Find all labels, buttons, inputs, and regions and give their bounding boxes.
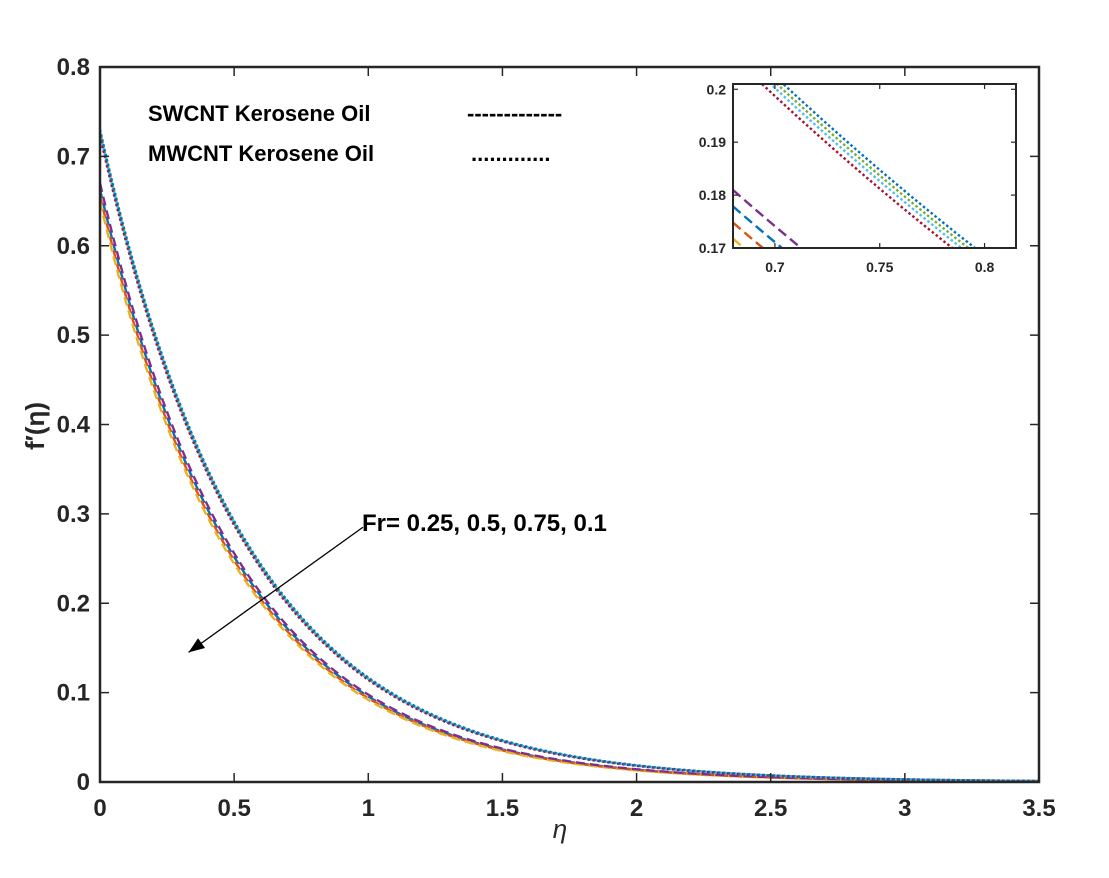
x-tick-label-6: 3 bbox=[898, 795, 911, 822]
plot-frame bbox=[98, 65, 1041, 784]
x-tick-label-7: 3.5 bbox=[1022, 795, 1055, 822]
y-tick-label-2: 0.2 bbox=[57, 590, 90, 617]
x-tick-label-0: 0 bbox=[93, 795, 106, 822]
series-line-5 bbox=[98, 132, 1040, 783]
inset-series-line-6 bbox=[760, 84, 955, 248]
inset-chart: 0.7 0.75 0.8 0.17 0.18 0.19 0.2 bbox=[699, 81, 1017, 275]
inset-x-tick-label-2: 0.8 bbox=[975, 259, 995, 275]
y-tick-label-8: 0.8 bbox=[57, 54, 90, 81]
inset-tick-labels: 0.7 0.75 0.8 0.17 0.18 0.19 0.2 bbox=[699, 81, 995, 275]
inset-frame bbox=[732, 83, 1017, 249]
y-tick-label-4: 0.4 bbox=[57, 412, 91, 439]
annotation: Fr= 0.25, 0.5, 0.75, 0.1 bbox=[188, 510, 607, 653]
y-tick-label-6: 0.6 bbox=[57, 233, 90, 260]
x-tick-label-5: 2.5 bbox=[754, 795, 787, 822]
inset-x-tick-label-1: 0.75 bbox=[866, 259, 893, 275]
inset-series-group bbox=[733, 84, 977, 248]
inset-y-tick-label-3: 0.2 bbox=[707, 81, 727, 97]
inset-series-line-7 bbox=[781, 84, 977, 248]
y-axis-label: f′(η) bbox=[20, 402, 50, 450]
legend-label-swcnt: SWCNT Kerosene Oil bbox=[148, 101, 370, 126]
inset-series-line-0 bbox=[733, 205, 784, 248]
y-tick-label-1: 0.1 bbox=[57, 680, 90, 707]
annotation-arrow-head bbox=[188, 638, 206, 653]
main-tick-labels: 0 0.5 1 1.5 2 2.5 3 3.500.10.20.30.40.50.60.70.… bbox=[57, 54, 1056, 822]
y-tick-label-7: 0.7 bbox=[57, 143, 90, 170]
y-tick-label-0: 0 bbox=[77, 769, 90, 796]
legend: SWCNT Kerosene Oil ------------- MWCNT K… bbox=[148, 101, 562, 166]
y-tick-label-5: 0.5 bbox=[57, 322, 90, 349]
x-tick-label-3: 1.5 bbox=[486, 795, 519, 822]
x-tick-label-4: 2 bbox=[630, 795, 643, 822]
x-tick-label-1: 0.5 bbox=[217, 795, 250, 822]
series-line-3 bbox=[98, 182, 1040, 783]
inset-series-line-3 bbox=[733, 189, 803, 248]
legend-sample-mwcnt: ............. bbox=[471, 141, 550, 166]
annotation-arrow-line bbox=[188, 526, 364, 653]
x-axis-label: η bbox=[553, 814, 567, 844]
inset-y-tick-label-1: 0.18 bbox=[699, 187, 726, 203]
inset-series-line-4 bbox=[775, 84, 971, 248]
legend-label-mwcnt: MWCNT Kerosene Oil bbox=[148, 141, 374, 166]
inset-x-tick-label-0: 0.7 bbox=[765, 259, 785, 275]
y-tick-label-3: 0.3 bbox=[57, 501, 90, 528]
inset-y-tick-label-0: 0.17 bbox=[699, 240, 726, 256]
series-line-7 bbox=[98, 129, 1040, 783]
main-series-group bbox=[98, 129, 1040, 783]
inset-series-line-5 bbox=[768, 84, 964, 248]
annotation-text: Fr= 0.25, 0.5, 0.75, 0.1 bbox=[362, 510, 607, 537]
inset-y-tick-label-2: 0.19 bbox=[699, 134, 726, 150]
legend-sample-swcnt: ------------- bbox=[467, 101, 562, 126]
x-tick-label-2: 1 bbox=[362, 795, 375, 822]
